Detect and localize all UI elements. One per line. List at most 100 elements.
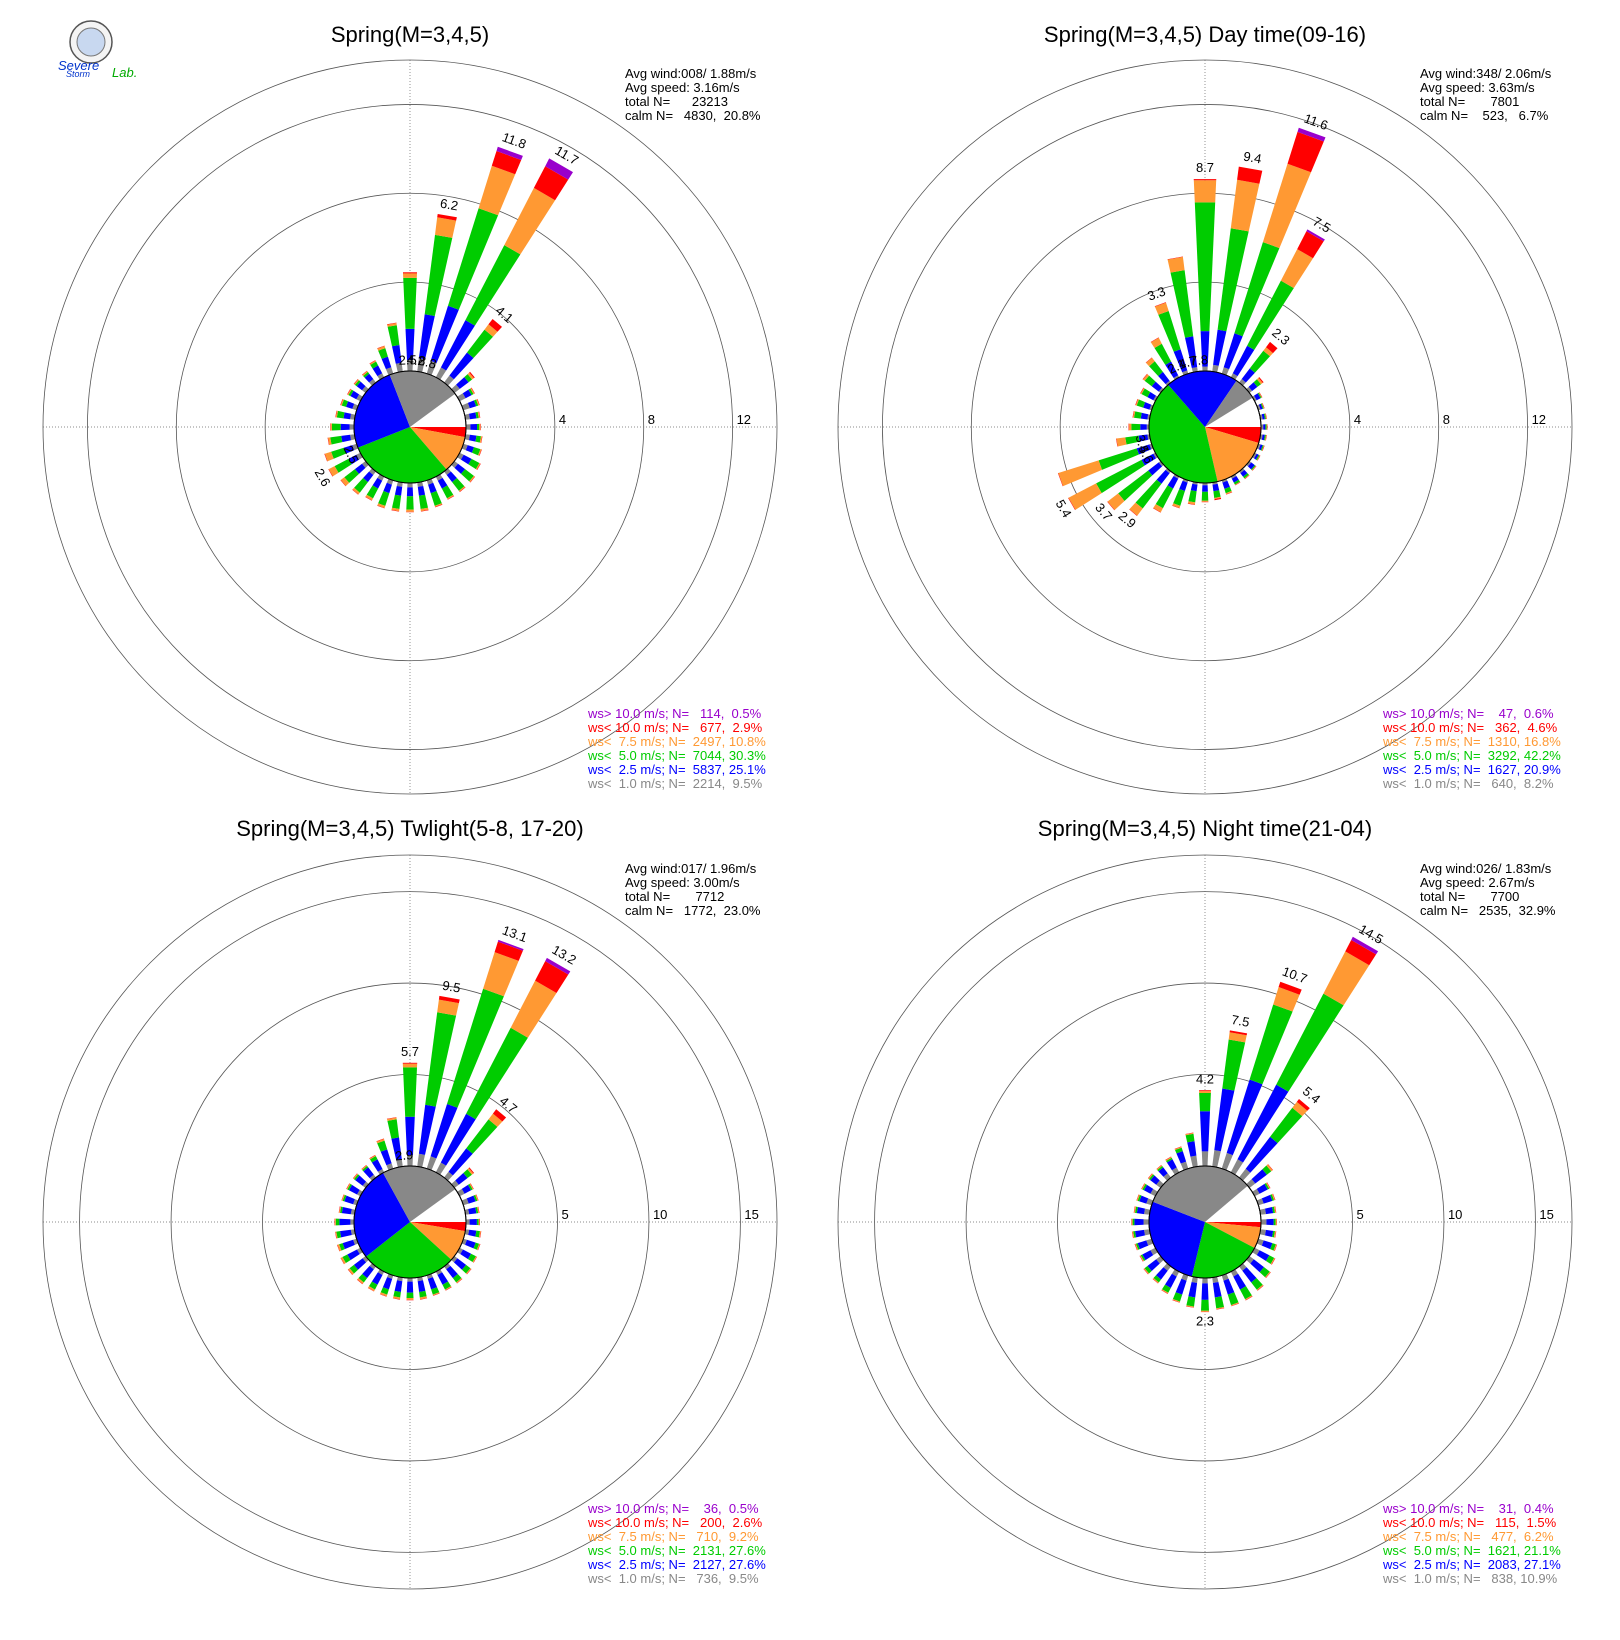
rose-bar-segment [335, 1231, 337, 1239]
peak-value-label: 7.8 [1189, 352, 1208, 369]
rose-bar-segment [477, 398, 480, 406]
rose-bar-segment [459, 487, 466, 493]
rose-bar-segment [1270, 1257, 1275, 1265]
rose-bar-segment [1214, 496, 1221, 500]
rose-bar-segment [1174, 1146, 1182, 1150]
rose-bar-segment [1266, 341, 1278, 354]
rose-bar-segment [1270, 1243, 1276, 1251]
rose-bar-segment [340, 479, 346, 487]
rose-bar-segment [456, 377, 469, 389]
rose-bar-segment [1225, 491, 1233, 495]
rose-bar-segment [445, 1286, 452, 1291]
rose-bar-segment [1135, 1206, 1138, 1214]
rose-bar-segment [1287, 131, 1324, 173]
peak-value-label: 4.2 [1196, 1072, 1214, 1087]
rose-bar-segment [455, 1173, 468, 1185]
rose-bar-segment [1154, 302, 1169, 315]
center-pie-outline [353, 1165, 467, 1279]
axis-tick-label: 4 [559, 412, 566, 427]
rose-bar-segment [1173, 349, 1188, 373]
rose-bar-segment [1201, 500, 1209, 502]
rose-bar-segment [1152, 1278, 1159, 1284]
rose-bar-segment [444, 375, 454, 386]
rose-bar-segment [468, 1183, 473, 1191]
rose-bar-segment [369, 360, 377, 365]
rose-bar-segment [376, 1138, 385, 1144]
rose-bar-segment [1273, 1206, 1276, 1213]
rose-bar-segment [1140, 1254, 1146, 1261]
rose-bar-segment [357, 1279, 363, 1285]
peak-value-label: 5.6 [1136, 443, 1157, 466]
rose-bar-segment [377, 1140, 388, 1152]
rose-bar-segment [460, 1249, 472, 1260]
rose-bar-segment [447, 494, 454, 500]
rose-bar-segment [350, 413, 356, 420]
rose-bar-segment [1135, 1243, 1140, 1250]
axis-tick-label: 12 [737, 412, 751, 427]
rose-bar-segment [331, 423, 341, 431]
rose-bar-segment [1233, 479, 1240, 485]
legend-entry: ws< 10.0 m/s; N= 362, 4.6% [1382, 720, 1558, 735]
rose-bar-segment [464, 374, 473, 383]
center-pie-slice [1205, 1222, 1262, 1228]
rose-bar-segment [1202, 1277, 1208, 1284]
rose-bar-segment [483, 952, 519, 997]
rose-bar-segment [394, 486, 403, 496]
peak-value-label: 2.5 [398, 352, 417, 368]
rose-bar-segment [446, 471, 457, 483]
rose-bar-segment [341, 399, 348, 407]
rose-bar-segment [496, 146, 523, 160]
rose-bar-segment [437, 214, 457, 221]
rose-bar-segment [1147, 1173, 1153, 1179]
rose-bar-segment [1129, 502, 1143, 516]
rose-bar-segment [1292, 1101, 1308, 1117]
rose-bar-segment [365, 496, 372, 501]
rose-bar-segment [1212, 483, 1220, 492]
range-ring [882, 104, 1528, 750]
rose-bar-segment [378, 491, 390, 506]
rose-bar-segment [488, 1113, 503, 1127]
rose-bar-segment [1149, 404, 1154, 411]
rose-bar-segment [1265, 1207, 1274, 1215]
rose-bar-segment [1200, 331, 1210, 367]
rose-bar-segment [461, 1184, 472, 1194]
rose-bar-segment [406, 487, 414, 497]
rose-bar-segment [1176, 1151, 1187, 1164]
panel-title: Spring(M=3,4,5) Twlight(5-8, 17-20) [236, 816, 583, 841]
rose-bar-segment [465, 1239, 476, 1249]
rose-bar-segment [369, 1154, 376, 1159]
rose-bar-segment [470, 424, 477, 430]
summary-stat: Avg speed: 3.16m/s [625, 80, 740, 95]
rose-bar-segment [465, 445, 474, 453]
rose-bar-segment [380, 1149, 392, 1166]
rose-bar-segment [497, 939, 524, 951]
rose-bar-segment [387, 325, 400, 347]
rose-bar-segment [331, 447, 346, 459]
rose-bar-segment [1252, 466, 1257, 471]
rose-bar-segment [1230, 1159, 1244, 1175]
rose-bar-segment [1139, 1195, 1149, 1204]
rose-bar-segment [328, 437, 332, 445]
rose-bar-segment [1296, 1099, 1310, 1111]
rose-bar-segment [340, 423, 350, 431]
rose-bar-segment [467, 372, 474, 380]
rose-bar-segment [471, 387, 475, 394]
legend-entry: ws< 1.0 m/s; N= 2214, 9.5% [587, 776, 763, 791]
rose-bar-segment [365, 494, 373, 501]
axis-tick-label: 15 [744, 1207, 758, 1222]
rose-bar-segment [1261, 445, 1265, 451]
rose-bar-segment [377, 1169, 385, 1175]
rose-bar-segment [353, 379, 359, 385]
rose-bar-segment [377, 346, 386, 351]
rose-bar-segment [386, 1163, 394, 1171]
rose-bar-segment [1245, 1296, 1253, 1301]
rose-bar-segment [352, 487, 360, 495]
rose-bar-segment [340, 477, 350, 486]
rose-bar-segment [357, 1278, 364, 1284]
rose-bar-segment [1200, 1310, 1210, 1312]
rose-bar-segment [1256, 1198, 1264, 1206]
rose-bar-segment [340, 1206, 343, 1214]
summary-stat: Avg speed: 2.67m/s [1420, 875, 1535, 890]
rose-bar-segment [1157, 1165, 1164, 1172]
rose-bar-segment [1201, 1283, 1209, 1300]
